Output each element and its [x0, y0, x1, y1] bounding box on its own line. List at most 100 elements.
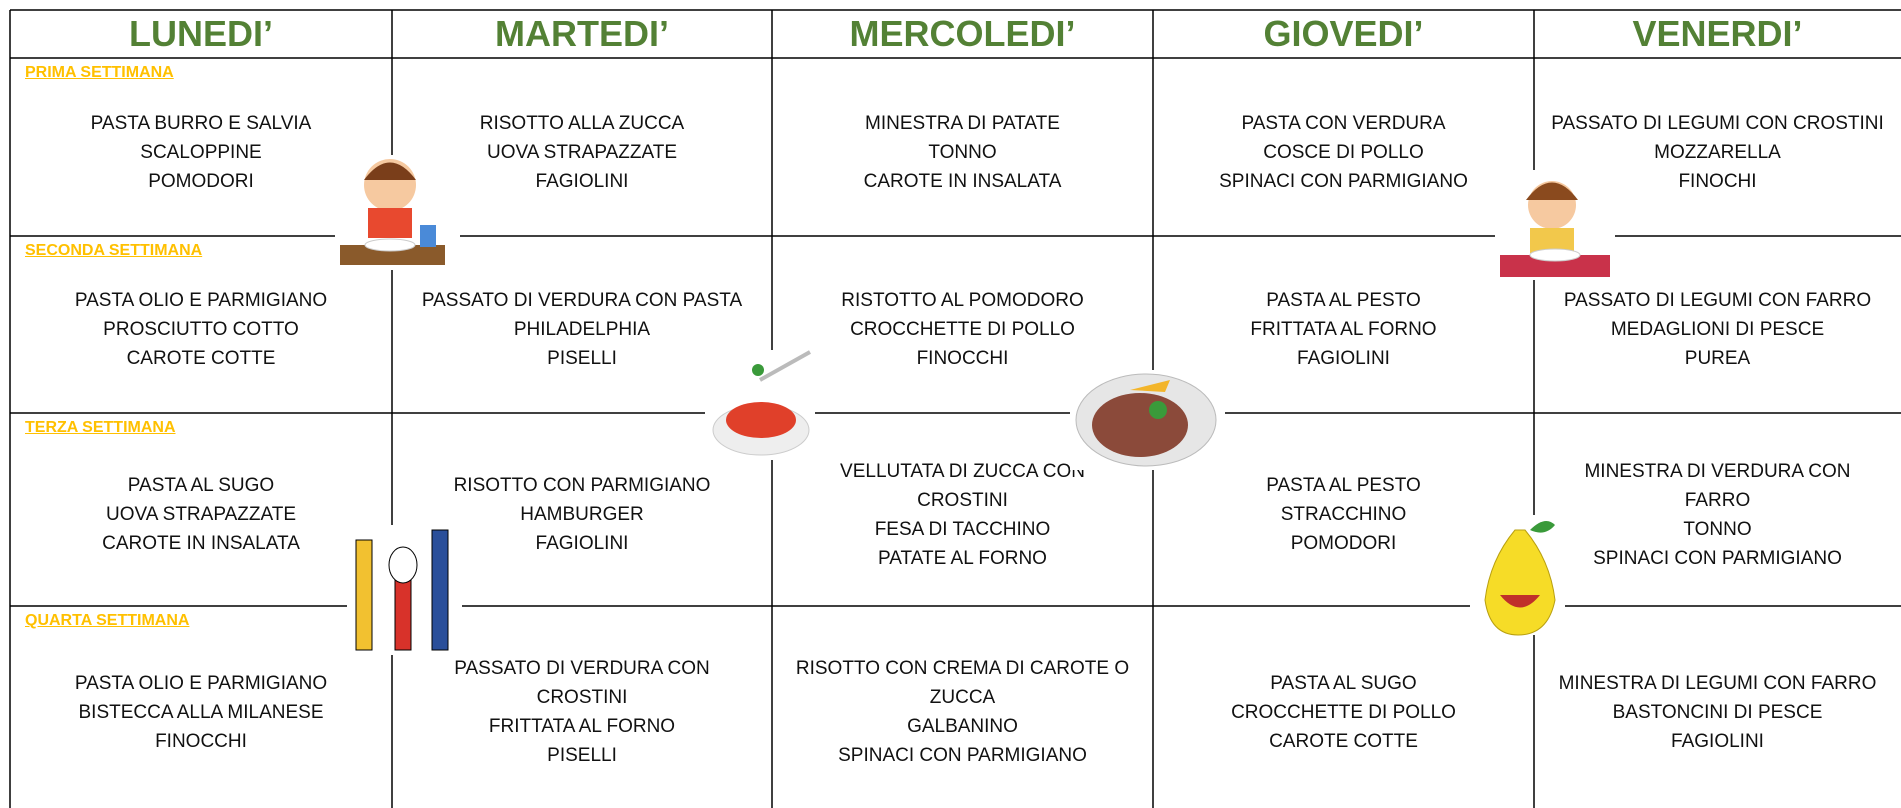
dish: BISTECCA ALLA MILANESE [78, 701, 324, 723]
dish: CROSTINI [917, 489, 1008, 511]
week-label: SECONDA SETTIMANA [25, 242, 203, 259]
steak-icon [1070, 370, 1225, 470]
dish: UOVA STRAPAZZATE [105, 504, 297, 525]
menu-cell: PASTA AL PESTO STRACCHINO POMODORI [1153, 433, 1534, 596]
dish: MOZZARELLA [1654, 141, 1781, 163]
dish: RISOTTO CON PARMIGIANO [453, 475, 711, 496]
menu-cell: RISOTTO CON PARMIGIANO HAMBURGER FAGIOLINI [392, 433, 772, 596]
dish: PASTA AL PESTO [1266, 290, 1421, 311]
menu-cell: MINESTRA DI VERDURA CON FARRO TONNO SPINACI… [1534, 433, 1901, 596]
dish: FINOCCHI [916, 348, 1009, 369]
dish: PASTA AL PESTO [1266, 475, 1421, 496]
dish: FRITTATA AL FORNO [488, 716, 676, 737]
dish: PASTA CON VERDURA [1241, 112, 1446, 134]
dish: RISOTTO CON CREMA DI CAROTE O [795, 658, 1130, 679]
dish: RISOTTO ALLA ZUCCA [479, 112, 685, 134]
dish: FARRO [1684, 489, 1751, 511]
dish: MINESTRA DI PATATE [865, 112, 1060, 134]
dish: FRITTATA AL FORNO [1250, 319, 1437, 340]
dish: MINESTRA DI VERDURA CON [1584, 460, 1851, 482]
menu-cell: PASTA OLIO E PARMIGIANO BISTECCA ALLA MIL… [10, 626, 392, 798]
menu-cell: RISOTTO ALLA ZUCCA UOVA STRAPAZZATE FAGIOL… [392, 78, 772, 226]
menu-cell: RISTOTTO AL POMODORO CROCCHETTE DI POLLO F… [772, 256, 1153, 403]
dish: HAMBURGER [520, 504, 644, 525]
dish: PASSATO DI LEGUMI CON CROSTINI [1551, 112, 1884, 134]
dish: PASTA AL SUGO [127, 475, 275, 496]
dish: PASSATO DI VERDURA CON [454, 658, 710, 679]
dish: SCALOPPINE [140, 141, 262, 163]
dish: TONNO [928, 141, 997, 163]
dish: STRACCHINO [1280, 504, 1407, 525]
boy-icon [335, 155, 460, 270]
dish: CROCCHETTE DI POLLO [850, 319, 1075, 340]
day-header: LUNEDI’ [129, 13, 273, 54]
dish: TONNO [1683, 518, 1752, 540]
dish: PASTA BURRO E SALVIA [90, 112, 312, 134]
dish: PASSATO DI LEGUMI CON FARRO [1563, 290, 1872, 311]
week-label: TERZA SETTIMANA [25, 419, 176, 436]
cutlery-icon [347, 525, 462, 655]
dish: FESA DI TACCHINO [874, 518, 1051, 540]
dish: GALBANINO [907, 716, 1018, 737]
dish: CAROTE IN INSALATA [863, 170, 1062, 192]
dish: FINOCCHI [155, 730, 247, 752]
dish: PISELLI [547, 348, 617, 369]
menu-cell: PASSATO DI VERDURA CON PASTA PHILADELPHIA… [392, 256, 772, 403]
dish: FINOCHI [1678, 170, 1757, 192]
menu-cell: MINESTRA DI PATATE TONNO CAROTE IN INSALAT… [772, 78, 1153, 226]
dish: POMODORI [1290, 533, 1397, 554]
week-label: PRIMA SETTIMANA [25, 64, 174, 81]
dish: CAROTE COTTE [1269, 730, 1418, 752]
menu-cell: PASTA AL SUGO UOVA STRAPAZZATE CAROTE IN I… [10, 433, 392, 596]
dish: MINESTRA DI LEGUMI CON FARRO [1558, 672, 1877, 694]
dish: SPINACI CON PARMIGIANO [1593, 547, 1842, 569]
girl-icon [1495, 170, 1615, 280]
dish: PROSCIUTTO COTTO [103, 319, 299, 340]
menu-cell: PASSATO DI LEGUMI CON FARRO MEDAGLIONI DI… [1534, 256, 1901, 403]
week-label: QUARTA SETTIMANA [25, 612, 190, 629]
pear-icon [1470, 515, 1565, 636]
day-header: GIOVEDI’ [1263, 13, 1424, 54]
menu-cell: PASTA AL PESTO FRITTATA AL FORNO FAGIOLINI [1153, 256, 1534, 403]
dish: MEDAGLIONI DI PESCE [1610, 319, 1825, 340]
dish: FAGIOLINI [1671, 730, 1764, 752]
menu-cell: PASTA CON VERDURA COSCE DI POLLO SPINACI C… [1153, 78, 1534, 226]
dish: RISTOTTO AL POMODORO [841, 290, 1084, 311]
dish: POMODORI [148, 170, 254, 192]
dish: FAGIOLINI [1297, 348, 1390, 369]
dish: CROCCHETTE DI POLLO [1231, 701, 1456, 723]
dish: SPINACI CON PARMIGIANO [838, 745, 1087, 766]
dish: PASSATO DI VERDURA CON PASTA [421, 290, 743, 311]
dish: BASTONCINI DI PESCE [1612, 701, 1823, 723]
menu-cell: RISOTTO CON CREMA DI CAROTE O ZUCCA GALBAN… [772, 626, 1153, 798]
dish: PASTA AL SUGO [1270, 672, 1417, 694]
spaghetti-icon [705, 350, 815, 460]
dish: CROSTINI [536, 687, 628, 708]
dish: PASTA OLIO E PARMIGIANO [74, 672, 328, 694]
dish: PISELLI [547, 745, 617, 766]
dish: SPINACI CON PARMIGIANO [1219, 170, 1468, 192]
dish: PUREA [1684, 348, 1751, 369]
menu-cell: PASSATO DI VERDURA CON CROSTINI FRITTATA A… [392, 626, 772, 798]
menu-cell: PASTA BURRO E SALVIA SCALOPPINE POMODORI [10, 78, 392, 226]
dish: VELLUTATA DI ZUCCA CON [840, 460, 1085, 482]
grid-lines [9, 9, 1901, 808]
dish: PASTA OLIO E PARMIGIANO [74, 290, 328, 311]
dish: UOVA STRAPAZZATE [486, 141, 678, 163]
day-header: VENERDI’ [1632, 13, 1803, 54]
dish: ZUCCA [929, 687, 996, 708]
menu-cell: PASSATO DI LEGUMI CON CROSTINI MOZZARELLA… [1534, 78, 1901, 226]
dish: PHILADELPHIA [513, 319, 651, 340]
day-header: MARTEDI’ [495, 13, 669, 54]
menu-cell: PASTA OLIO E PARMIGIANO PROSCIUTTO COTTO C… [10, 256, 392, 403]
dish: COSCE DI POLLO [1263, 141, 1424, 163]
menu-cell: MINESTRA DI LEGUMI CON FARRO BASTONCINI D… [1534, 626, 1901, 798]
menu-cell: PASTA AL SUGO CROCCHETTE DI POLLO CAROTE C… [1153, 626, 1534, 798]
dish: FAGIOLINI [535, 170, 629, 192]
dish: PATATE AL FORNO [878, 547, 1047, 569]
dish: CAROTE COTTE [126, 348, 276, 369]
menu-cell: VELLUTATA DI ZUCCA CON CROSTINI FESA DI TA… [772, 433, 1153, 596]
day-header: MERCOLEDI’ [849, 13, 1076, 54]
